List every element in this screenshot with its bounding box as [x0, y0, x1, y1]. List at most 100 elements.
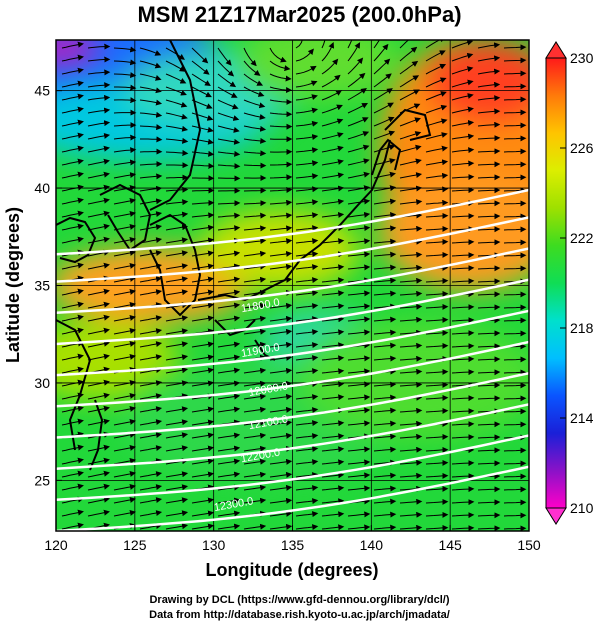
wind-arrow [61, 509, 84, 517]
wind-arrow [425, 225, 449, 232]
wind-arrow [321, 74, 341, 88]
wind-arrow [113, 483, 136, 491]
wind-arrow [399, 158, 422, 166]
wind-arrow [191, 458, 215, 465]
wind-arrow [139, 445, 163, 452]
wind-arrow [165, 484, 189, 491]
wind-arrow [347, 251, 371, 258]
wind-arrow [399, 446, 423, 453]
wind-arrow [87, 210, 110, 218]
x-axis-ticks: 120 125 130 135 140 145 150 [44, 525, 541, 553]
wind-arrow [295, 264, 319, 271]
wind-arrow [87, 69, 111, 76]
x-tick-label: 135 [281, 537, 305, 553]
wind-arrow [87, 483, 110, 491]
wind-arrow [243, 328, 267, 335]
wind-arrow [191, 187, 215, 194]
wind-arrow [295, 160, 319, 167]
wind-arrow [139, 173, 163, 180]
wind-arrow [425, 446, 449, 453]
wind-arrow [191, 199, 215, 206]
wind-arrow [477, 55, 501, 62]
wind-arrow [165, 354, 189, 361]
wind-arrow [321, 238, 345, 245]
wind-arrow [477, 356, 501, 363]
wind-arrow [373, 251, 397, 258]
wind-arrow [139, 432, 163, 439]
wind-arrow [347, 303, 371, 310]
wind-arrow [139, 328, 163, 335]
wind-arrow [165, 510, 189, 517]
wind-arrow [295, 94, 318, 101]
wind-arrow [451, 187, 475, 194]
wind-arrow [61, 483, 84, 491]
wind-arrow [165, 186, 189, 193]
wind-arrow [61, 197, 84, 205]
wind-arrow [217, 315, 241, 322]
wind-arrow [191, 224, 215, 231]
wind-arrow [243, 73, 264, 86]
wind-arrow [295, 498, 319, 505]
wind-arrow [140, 136, 163, 143]
wind-arrow [87, 327, 110, 335]
wind-arrow [113, 457, 136, 465]
wind-arrow [295, 225, 319, 232]
wind-arrow [295, 107, 319, 114]
wind-arrow [87, 171, 110, 179]
wind-arrow [87, 496, 110, 504]
wind-arrow [503, 447, 527, 454]
wind-arrow [373, 472, 397, 479]
colorbar-bottom-arrow [545, 507, 567, 525]
wind-arrow [217, 523, 241, 530]
wind-arrow [295, 238, 319, 245]
wind-arrow [321, 132, 344, 140]
wind-arrow [61, 67, 84, 75]
wind-arrow [61, 470, 84, 478]
wind-arrow [295, 48, 314, 62]
wind-arrow [113, 496, 136, 504]
colorbar-tick-label: 214 [570, 410, 594, 426]
wind-arrow [451, 119, 475, 127]
wind-arrow [217, 471, 241, 478]
wind-arrow [399, 433, 423, 440]
wind-arrow [451, 317, 475, 324]
wind-arrow [243, 225, 267, 232]
wind-arrow [165, 445, 189, 452]
wind-arrow [321, 511, 345, 518]
wind-arrow [113, 159, 137, 166]
height-contour [56, 403, 529, 470]
wind-arrow [425, 433, 449, 440]
wind-arrow [347, 117, 369, 127]
wind-arrow [269, 458, 293, 465]
wind-arrow [165, 60, 186, 72]
coast-tohoku [371, 138, 402, 176]
wind-arrow [243, 445, 267, 452]
wind-arrow [269, 432, 293, 439]
wind-arrow [295, 342, 319, 349]
wind-arrow [87, 353, 110, 361]
credit-data: Data from http://database.rish.kyoto-u.a… [149, 609, 450, 621]
wind-arrow [217, 510, 241, 517]
wind-arrow [451, 265, 475, 272]
wind-arrow [451, 213, 475, 220]
wind-arrow [425, 290, 449, 297]
wind-arrow [61, 210, 84, 218]
wind-arrow [477, 213, 501, 220]
wind-arrow [399, 420, 423, 427]
y-tick-label: 30 [34, 375, 50, 391]
wind-arrow [61, 236, 84, 244]
wind-arrow [503, 486, 527, 493]
wind-arrow [347, 407, 371, 414]
x-tick-label: 140 [360, 537, 384, 553]
wind-arrow [61, 54, 84, 62]
plot-area: 11800.011900.012000.012100.012200.012300… [34, 39, 541, 553]
wind-arrow [295, 394, 319, 401]
wind-arrow [191, 315, 215, 322]
wind-arrow [217, 445, 241, 452]
wind-arrow [399, 342, 423, 349]
wind-arrow [477, 304, 501, 311]
wind-arrow [191, 73, 211, 86]
height-contours [56, 188, 529, 531]
wind-arrow [451, 343, 475, 350]
wind-arrow [243, 187, 267, 194]
